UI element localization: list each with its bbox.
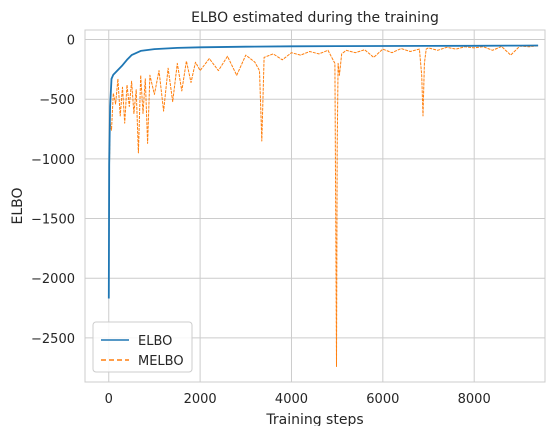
y-axis-label: ELBO bbox=[10, 187, 26, 224]
y-tick-label: −2000 bbox=[31, 272, 75, 287]
x-axis-label: Training steps bbox=[265, 412, 363, 426]
x-tick-label: 2000 bbox=[184, 392, 217, 407]
legend: ELBO MELBO bbox=[92, 321, 193, 373]
y-tick-label: −1000 bbox=[31, 153, 75, 168]
x-tick-label: 0 bbox=[105, 392, 113, 407]
series-line-melbo bbox=[108, 45, 539, 367]
series-layer bbox=[107, 44, 539, 367]
chart-title: ELBO estimated during the training bbox=[191, 10, 439, 26]
y-tick-label: −500 bbox=[39, 93, 75, 108]
y-tick-label: −1500 bbox=[31, 213, 75, 228]
legend-label-elbo: ELBO bbox=[138, 334, 172, 349]
y-tick-label: 0 bbox=[67, 34, 75, 49]
legend-label-melbo: MELBO bbox=[138, 354, 184, 369]
x-tick-label: 4000 bbox=[275, 392, 308, 407]
x-tick-label: 6000 bbox=[366, 392, 399, 407]
y-tick-label: −2500 bbox=[31, 332, 75, 347]
ticks: 0 2000 4000 6000 8000 0 −500 −1000 −1500 −2000 −25… bbox=[31, 34, 491, 407]
x-tick-label: 8000 bbox=[458, 392, 491, 407]
series-line-elbo bbox=[107, 44, 539, 299]
